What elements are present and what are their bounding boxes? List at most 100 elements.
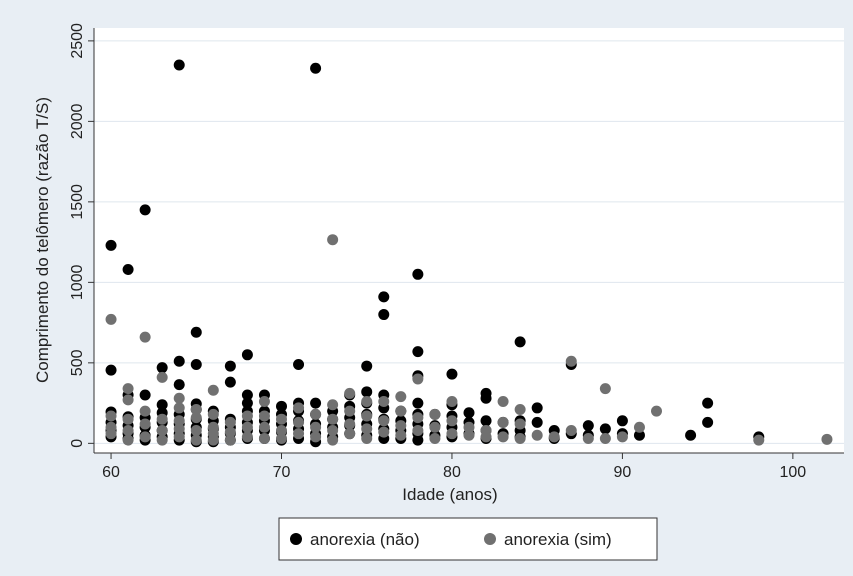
data-point <box>122 434 134 446</box>
data-point <box>463 407 475 419</box>
y-tick-label: 1000 <box>69 264 86 300</box>
data-point <box>139 204 151 216</box>
y-tick-label: 0 <box>69 439 86 448</box>
data-point <box>190 358 202 370</box>
data-point <box>173 355 185 367</box>
data-point <box>241 349 253 361</box>
data-point <box>139 418 151 430</box>
data-point <box>361 433 373 445</box>
plot-area <box>94 28 844 453</box>
data-point <box>497 416 509 428</box>
data-point <box>258 421 270 433</box>
data-point <box>190 424 202 436</box>
data-point <box>122 383 134 395</box>
data-point <box>480 431 492 443</box>
data-point <box>173 379 185 391</box>
x-tick-label: 70 <box>273 464 291 481</box>
data-point <box>224 416 236 428</box>
x-axis-label: Idade (anos) <box>402 485 497 504</box>
data-point <box>344 405 356 417</box>
data-point <box>224 434 236 446</box>
data-point <box>599 433 611 445</box>
data-point <box>344 418 356 430</box>
data-point <box>497 395 509 407</box>
data-point <box>224 376 236 388</box>
data-point <box>582 433 594 445</box>
data-point <box>139 331 151 343</box>
data-point <box>514 336 526 348</box>
data-point <box>293 416 305 428</box>
data-point <box>753 434 765 446</box>
legend-marker-nao <box>290 533 302 545</box>
data-point <box>241 431 253 443</box>
data-point <box>361 423 373 435</box>
data-point <box>361 410 373 422</box>
data-point <box>429 421 441 433</box>
data-point <box>207 408 219 420</box>
data-point <box>565 355 577 367</box>
data-point <box>173 392 185 404</box>
data-point <box>293 358 305 370</box>
y-tick-label: 500 <box>69 349 86 376</box>
data-point <box>514 433 526 445</box>
data-point <box>463 421 475 433</box>
data-point <box>156 424 168 436</box>
data-point <box>276 424 287 436</box>
data-point <box>531 416 543 428</box>
data-point <box>327 399 339 411</box>
data-point <box>207 434 219 446</box>
data-point <box>599 423 611 435</box>
y-tick-label: 2000 <box>69 103 86 139</box>
data-point <box>446 415 458 427</box>
data-point <box>156 399 168 411</box>
data-point <box>412 373 424 385</box>
data-point <box>105 364 117 376</box>
data-point <box>616 431 628 443</box>
data-point <box>173 415 185 427</box>
data-point <box>412 268 424 280</box>
data-point <box>105 428 117 440</box>
data-point <box>241 389 253 401</box>
data-point <box>361 386 373 398</box>
data-point <box>190 434 202 446</box>
data-point <box>327 413 339 425</box>
data-point <box>344 428 356 440</box>
data-point <box>616 415 628 427</box>
x-tick-label: 100 <box>780 464 807 481</box>
data-point <box>190 412 202 424</box>
y-tick-label: 2500 <box>69 23 86 59</box>
data-point <box>429 433 441 445</box>
data-point <box>327 434 339 446</box>
data-point <box>224 360 236 372</box>
data-point <box>139 389 151 401</box>
data-point <box>327 234 339 246</box>
data-point <box>310 408 322 420</box>
data-point <box>276 433 287 445</box>
data-point <box>685 429 697 441</box>
data-point <box>514 404 526 416</box>
data-point <box>105 410 117 422</box>
data-point <box>651 405 662 417</box>
data-point <box>276 400 287 412</box>
data-point <box>633 429 645 441</box>
data-point <box>582 420 594 432</box>
data-point <box>139 405 151 417</box>
data-point <box>480 392 492 404</box>
data-point <box>190 326 202 338</box>
legend: anorexia (não) anorexia (sim) <box>278 517 658 561</box>
data-point <box>156 371 168 383</box>
data-point <box>105 313 117 325</box>
data-point <box>633 421 645 433</box>
data-point <box>446 368 458 380</box>
data-point <box>378 395 390 407</box>
y-axis-label: Comprimento do telômero (razão T/S) <box>33 97 52 383</box>
x-tick-label: 90 <box>614 464 632 481</box>
data-point <box>378 426 390 438</box>
data-point <box>702 416 714 428</box>
data-points <box>105 59 833 448</box>
data-point <box>241 421 253 433</box>
data-point <box>139 431 151 443</box>
data-point <box>173 59 185 71</box>
data-point <box>224 426 236 438</box>
